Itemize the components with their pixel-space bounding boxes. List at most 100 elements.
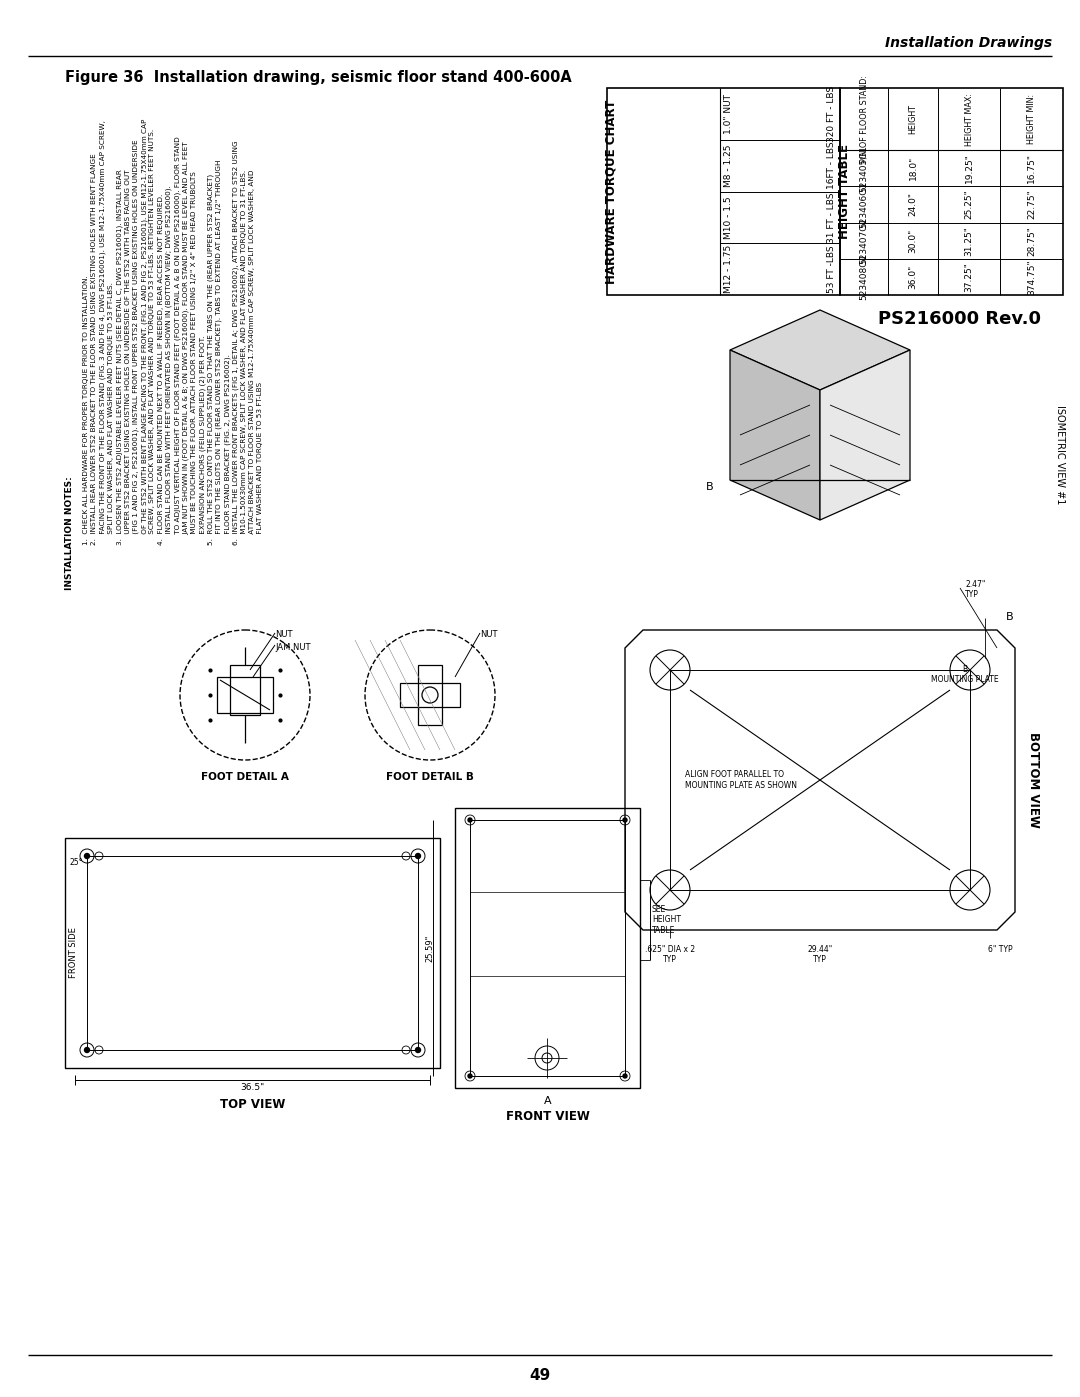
Text: B: B — [706, 482, 714, 492]
Text: 320 FT - LBS: 320 FT - LBS — [827, 85, 836, 142]
Text: 25.25": 25.25" — [964, 190, 973, 219]
Circle shape — [84, 854, 90, 859]
Text: 4.  FLOOR STAND CAN BE MOUNTED NEXT TO A WALL IF NEEDED, REAR ACCESS NOT REQUIRE: 4. FLOOR STAND CAN BE MOUNTED NEXT TO A … — [158, 194, 164, 545]
Text: FLAT WASHER AND TORQUE TO 53 FT-LBS: FLAT WASHER AND TORQUE TO 53 FT-LBS — [257, 381, 264, 545]
Text: JAM NUT: JAM NUT — [275, 643, 311, 652]
Text: 36.0": 36.0" — [908, 265, 918, 289]
Bar — [400, 683, 460, 707]
Circle shape — [416, 1048, 420, 1052]
Bar — [87, 856, 418, 1051]
Circle shape — [468, 1074, 472, 1078]
Text: 1.  CHECK ALL HARDWARE FOR PROPER TORQUE PRIOR TO INSTALLATION.: 1. CHECK ALL HARDWARE FOR PROPER TORQUE … — [83, 275, 89, 545]
Text: 523408G1: 523408G1 — [860, 253, 868, 300]
Text: Figure 36  Installation drawing, seismic floor stand 400-600A: Figure 36 Installation drawing, seismic … — [65, 70, 571, 85]
Text: 18.0": 18.0" — [908, 156, 918, 180]
Text: 6" TYP: 6" TYP — [988, 944, 1012, 954]
Text: 25.59": 25.59" — [426, 935, 434, 961]
Text: 49: 49 — [529, 1368, 551, 1383]
Bar — [65, 838, 440, 1067]
Polygon shape — [730, 351, 820, 520]
Text: 523405G1: 523405G1 — [860, 145, 868, 191]
Text: TOP VIEW: TOP VIEW — [220, 1098, 285, 1111]
Text: M10-1.50X30mm CAP SCREW, SPLIT LOCK WASHER, AND FLAT WASHER AND TORQUE TO 31 FT-: M10-1.50X30mm CAP SCREW, SPLIT LOCK WASH… — [241, 170, 246, 545]
Bar — [418, 665, 442, 725]
Polygon shape — [730, 310, 910, 390]
Bar — [607, 88, 840, 295]
Text: 37.25": 37.25" — [964, 263, 973, 292]
Text: MUST BE TOUCHING THE FLOOR. ATTACH FLOOR STAND FEET USING 1/2" X 4" RED HEAD TRU: MUST BE TOUCHING THE FLOOR. ATTACH FLOOR… — [191, 170, 197, 545]
Text: ATTACH BRACKET TO FLOOR STAND USING M12-1.75X40mm CAP SCREW, SPLIT LOCK WASHER, : ATTACH BRACKET TO FLOOR STAND USING M12-… — [249, 169, 255, 545]
Text: 3.  LOOSEN THE STS2 ADJUSTABLE LEVELER FEET NUTS (SEE DETAIL C, DWG PS216001). I: 3. LOOSEN THE STS2 ADJUSTABLE LEVELER FE… — [117, 169, 123, 545]
Text: FACING THE FRONT OF THE FLOOR STAND (FIG. 3 AND FIG 4, DWG PS216001). USE M12-1.: FACING THE FRONT OF THE FLOOR STAND (FIG… — [99, 120, 106, 545]
Text: 31 FT - LBS: 31 FT - LBS — [827, 193, 836, 243]
Text: 5.  ROLL THE STS2 ONTO THE FLOOR STAND SO THAT THE TABS ON THE (REAR UPPER STS2 : 5. ROLL THE STS2 ONTO THE FLOOR STAND SO… — [207, 173, 214, 545]
Text: INSTALLATION NOTES:: INSTALLATION NOTES: — [65, 476, 75, 590]
Text: 523406G1: 523406G1 — [860, 180, 868, 228]
Text: FRONT VIEW: FRONT VIEW — [505, 1111, 590, 1123]
Text: NUT: NUT — [480, 630, 498, 638]
Circle shape — [623, 1074, 627, 1078]
Text: FOOT DETAIL B: FOOT DETAIL B — [386, 773, 474, 782]
Text: 2.  INSTALL REAR LOWER STS2 BRACKET TO THE FLOOR STAND USING EXISTING HOLES WITH: 2. INSTALL REAR LOWER STS2 BRACKET TO TH… — [92, 154, 97, 545]
Text: HEIGHT MAX:: HEIGHT MAX: — [964, 92, 973, 145]
Bar — [470, 820, 625, 1076]
Text: 29.44"
TYP: 29.44" TYP — [808, 944, 833, 964]
Circle shape — [623, 819, 627, 821]
Text: INSTALL FLOOR STAND WITH FEET ORIENTATED AS SHOWN IN (BOTTOM VIEW; DWG PS216000): INSTALL FLOOR STAND WITH FEET ORIENTATED… — [166, 186, 173, 545]
Text: HEIGHT MIN:: HEIGHT MIN: — [1027, 94, 1036, 144]
Text: B: B — [1007, 612, 1014, 622]
Text: NUT: NUT — [275, 630, 293, 638]
Text: 16FT - LBS: 16FT - LBS — [827, 142, 836, 190]
Text: P/N OF FLOOR STAND:: P/N OF FLOOR STAND: — [860, 75, 868, 163]
Text: EXPANSION ANCHORS (FEILD SUPPLIED) (2) PER FOOT.: EXPANSION ANCHORS (FEILD SUPPLIED) (2) P… — [199, 335, 205, 545]
Text: HEIGHT TABLE: HEIGHT TABLE — [837, 144, 851, 239]
Text: 24.0": 24.0" — [908, 193, 918, 217]
Circle shape — [422, 687, 438, 703]
Text: 22.75": 22.75" — [1027, 190, 1036, 219]
Text: 30.0": 30.0" — [908, 229, 918, 253]
Text: 374.75": 374.75" — [1027, 258, 1036, 295]
Text: TO ADJUST VERTICAL HEIGHT OF FLOOR STAND FEET (FOOT DETAIL A & B ON DWG PS216000: TO ADJUST VERTICAL HEIGHT OF FLOOR STAND… — [174, 137, 180, 545]
Text: ALIGN FOOT PARALLEL TO
MOUNTING PLATE AS SHOWN: ALIGN FOOT PARALLEL TO MOUNTING PLATE AS… — [685, 770, 797, 789]
Text: M10 - 1.5: M10 - 1.5 — [724, 196, 733, 239]
Text: FLOOR STAND BRACKET (FIG. 2, DWG PS216002).: FLOOR STAND BRACKET (FIG. 2, DWG PS21600… — [225, 353, 231, 545]
Text: 28.75": 28.75" — [1027, 226, 1036, 256]
Text: 16.75": 16.75" — [1027, 154, 1036, 183]
Text: 25°: 25° — [70, 858, 83, 868]
Circle shape — [416, 854, 420, 859]
Bar — [840, 88, 1063, 295]
Text: FIT INTO THE SLOTS ON THE (REAR LOWER STS2 BRACKET). TABS TO EXTEND AT LEAST 1/2: FIT INTO THE SLOTS ON THE (REAR LOWER ST… — [216, 159, 222, 545]
Bar — [217, 678, 273, 712]
Text: 6.  INSTALL THE LOWER FRONT BRACKETS (FIG 1, DETAIL A; DWG PS216002), ATTACH BRA: 6. INSTALL THE LOWER FRONT BRACKETS (FIG… — [232, 140, 239, 545]
Text: 19.25": 19.25" — [964, 154, 973, 183]
Text: Installation Drawings: Installation Drawings — [885, 36, 1052, 50]
Text: HARDWARE TORQUE CHART: HARDWARE TORQUE CHART — [605, 99, 618, 284]
Polygon shape — [820, 351, 910, 520]
Text: 31.25": 31.25" — [964, 226, 973, 256]
Text: BOTTOM VIEW: BOTTOM VIEW — [1026, 732, 1039, 828]
Text: PS216000 Rev.0: PS216000 Rev.0 — [878, 310, 1041, 328]
Text: ISOMETRIC VIEW #1: ISOMETRIC VIEW #1 — [1055, 405, 1065, 504]
Text: SPLIT LOCK WASHER, AND FLAT WASHER AND TORQUE TO 53 FT-LBS.: SPLIT LOCK WASHER, AND FLAT WASHER AND T… — [108, 282, 113, 545]
Text: A: A — [543, 1097, 551, 1106]
Text: B
MOUNTING PLATE: B MOUNTING PLATE — [931, 665, 999, 685]
Text: SEE
HEIGHT
TABLE: SEE HEIGHT TABLE — [652, 905, 681, 935]
Text: 36.5": 36.5" — [241, 1083, 265, 1092]
Text: .625" DIA x 2
TYP: .625" DIA x 2 TYP — [645, 944, 696, 964]
Bar — [670, 671, 970, 890]
Bar — [230, 665, 260, 715]
Text: 53 FT -LBS: 53 FT -LBS — [827, 246, 836, 293]
Circle shape — [468, 819, 472, 821]
Text: M8 - 1.25: M8 - 1.25 — [724, 144, 733, 187]
Text: HEIGHT: HEIGHT — [908, 103, 918, 134]
Text: 523407G1: 523407G1 — [860, 217, 868, 264]
Text: 1.0" NUT: 1.0" NUT — [724, 94, 733, 134]
Text: M12 - 1.75: M12 - 1.75 — [724, 244, 733, 293]
Text: UPPER STS2 BRACKET USING EXISTING HOLES ON UNDERSIDE OF THE STS2 WITH TABS FACIN: UPPER STS2 BRACKET USING EXISTING HOLES … — [124, 169, 131, 545]
Text: SCREW, SPLIT LOCK WASHER, AND FLAT WASHER AND TORQUE TO 53 FT-LBS. RETIGHTEN LEV: SCREW, SPLIT LOCK WASHER, AND FLAT WASHE… — [149, 129, 156, 545]
Circle shape — [84, 1048, 90, 1052]
Text: (FIG 1 AND FIG 2, PS216001). INSTALL FRONT UPPER STS2 BRACKET USING EXISTING HOL: (FIG 1 AND FIG 2, PS216001). INSTALL FRO… — [133, 140, 139, 545]
Text: FOOT DETAIL A: FOOT DETAIL A — [201, 773, 289, 782]
Text: OF THE STS2 WITH BENT FLANGE FACING TO THE FRONT. (FIG.1 AND FIG 2, PS216001). U: OF THE STS2 WITH BENT FLANGE FACING TO T… — [141, 119, 148, 545]
Text: 2.47"
TYP: 2.47" TYP — [966, 580, 985, 599]
